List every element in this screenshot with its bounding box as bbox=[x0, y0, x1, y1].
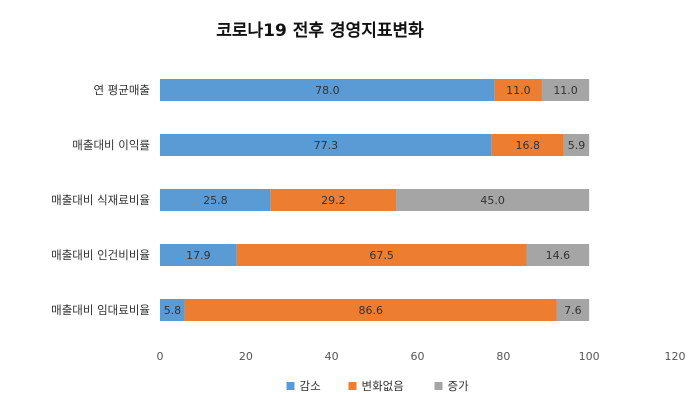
x-tick-label: 120 bbox=[665, 350, 686, 363]
data-label: 5.8 bbox=[164, 304, 182, 317]
bar-segment bbox=[160, 189, 271, 211]
data-label: 17.9 bbox=[186, 249, 211, 262]
legend-label: 증가 bbox=[448, 379, 470, 393]
data-label: 14.6 bbox=[546, 249, 571, 262]
bar-segment bbox=[184, 299, 557, 321]
x-axis: 0 20 40 60 80 100 120 bbox=[157, 350, 686, 363]
bar-segment bbox=[491, 134, 564, 156]
bars-layer bbox=[160, 79, 590, 321]
legend-swatch bbox=[348, 382, 357, 390]
data-label: 7.6 bbox=[564, 304, 582, 317]
legend-label: 감소 bbox=[300, 379, 321, 393]
bar-segment bbox=[494, 79, 542, 101]
data-label: 45.0 bbox=[480, 194, 505, 207]
category-label: 매출대비 인건비비율 bbox=[51, 248, 150, 262]
x-tick-label: 0 bbox=[157, 350, 164, 363]
data-label: 29.2 bbox=[321, 194, 346, 207]
data-label: 11.0 bbox=[506, 84, 531, 97]
category-label: 연 평균매출 bbox=[93, 83, 150, 97]
x-tick-label: 80 bbox=[496, 350, 510, 363]
chart-title: 코로나19 전후 경영지표변화 bbox=[216, 20, 424, 41]
data-label: 86.6 bbox=[358, 304, 383, 317]
bar-segment bbox=[160, 299, 185, 321]
legend-swatch bbox=[286, 382, 295, 390]
x-tick-label: 40 bbox=[325, 350, 339, 363]
bar-segment bbox=[556, 299, 590, 321]
data-label: 78.0 bbox=[315, 84, 340, 97]
bar-segment bbox=[236, 244, 527, 266]
data-label: 25.8 bbox=[203, 194, 228, 207]
category-label: 매출대비 임대료비율 bbox=[51, 303, 150, 317]
bar-segment bbox=[160, 79, 495, 101]
data-label: 77.3 bbox=[314, 139, 339, 152]
bar-segment bbox=[563, 134, 590, 156]
x-tick-label: 100 bbox=[579, 350, 600, 363]
category-label: 매출대비 이익률 bbox=[72, 138, 150, 152]
legend: 감소 변화없음 증가 bbox=[286, 379, 470, 393]
data-label: 67.5 bbox=[369, 249, 394, 262]
data-labels-layer: 연 평균매출 78.0 11.0 11.0 매출대비 이익률 77.3 16.8 5.9 매출대… bbox=[51, 83, 585, 317]
bar-segment bbox=[526, 244, 590, 266]
bar-segment bbox=[396, 189, 590, 211]
data-label: 11.0 bbox=[553, 84, 578, 97]
data-label: 16.8 bbox=[516, 139, 541, 152]
bar-segment bbox=[160, 244, 237, 266]
bar-segment bbox=[160, 134, 492, 156]
x-tick-label: 60 bbox=[411, 350, 425, 363]
x-tick-label: 20 bbox=[239, 350, 253, 363]
data-label: 5.9 bbox=[568, 139, 586, 152]
category-label: 매출대비 식재료비율 bbox=[51, 193, 150, 207]
legend-swatch bbox=[434, 382, 443, 390]
legend-label: 변화없음 bbox=[362, 379, 404, 393]
bar-segment bbox=[541, 79, 590, 101]
bar-segment bbox=[270, 189, 397, 211]
